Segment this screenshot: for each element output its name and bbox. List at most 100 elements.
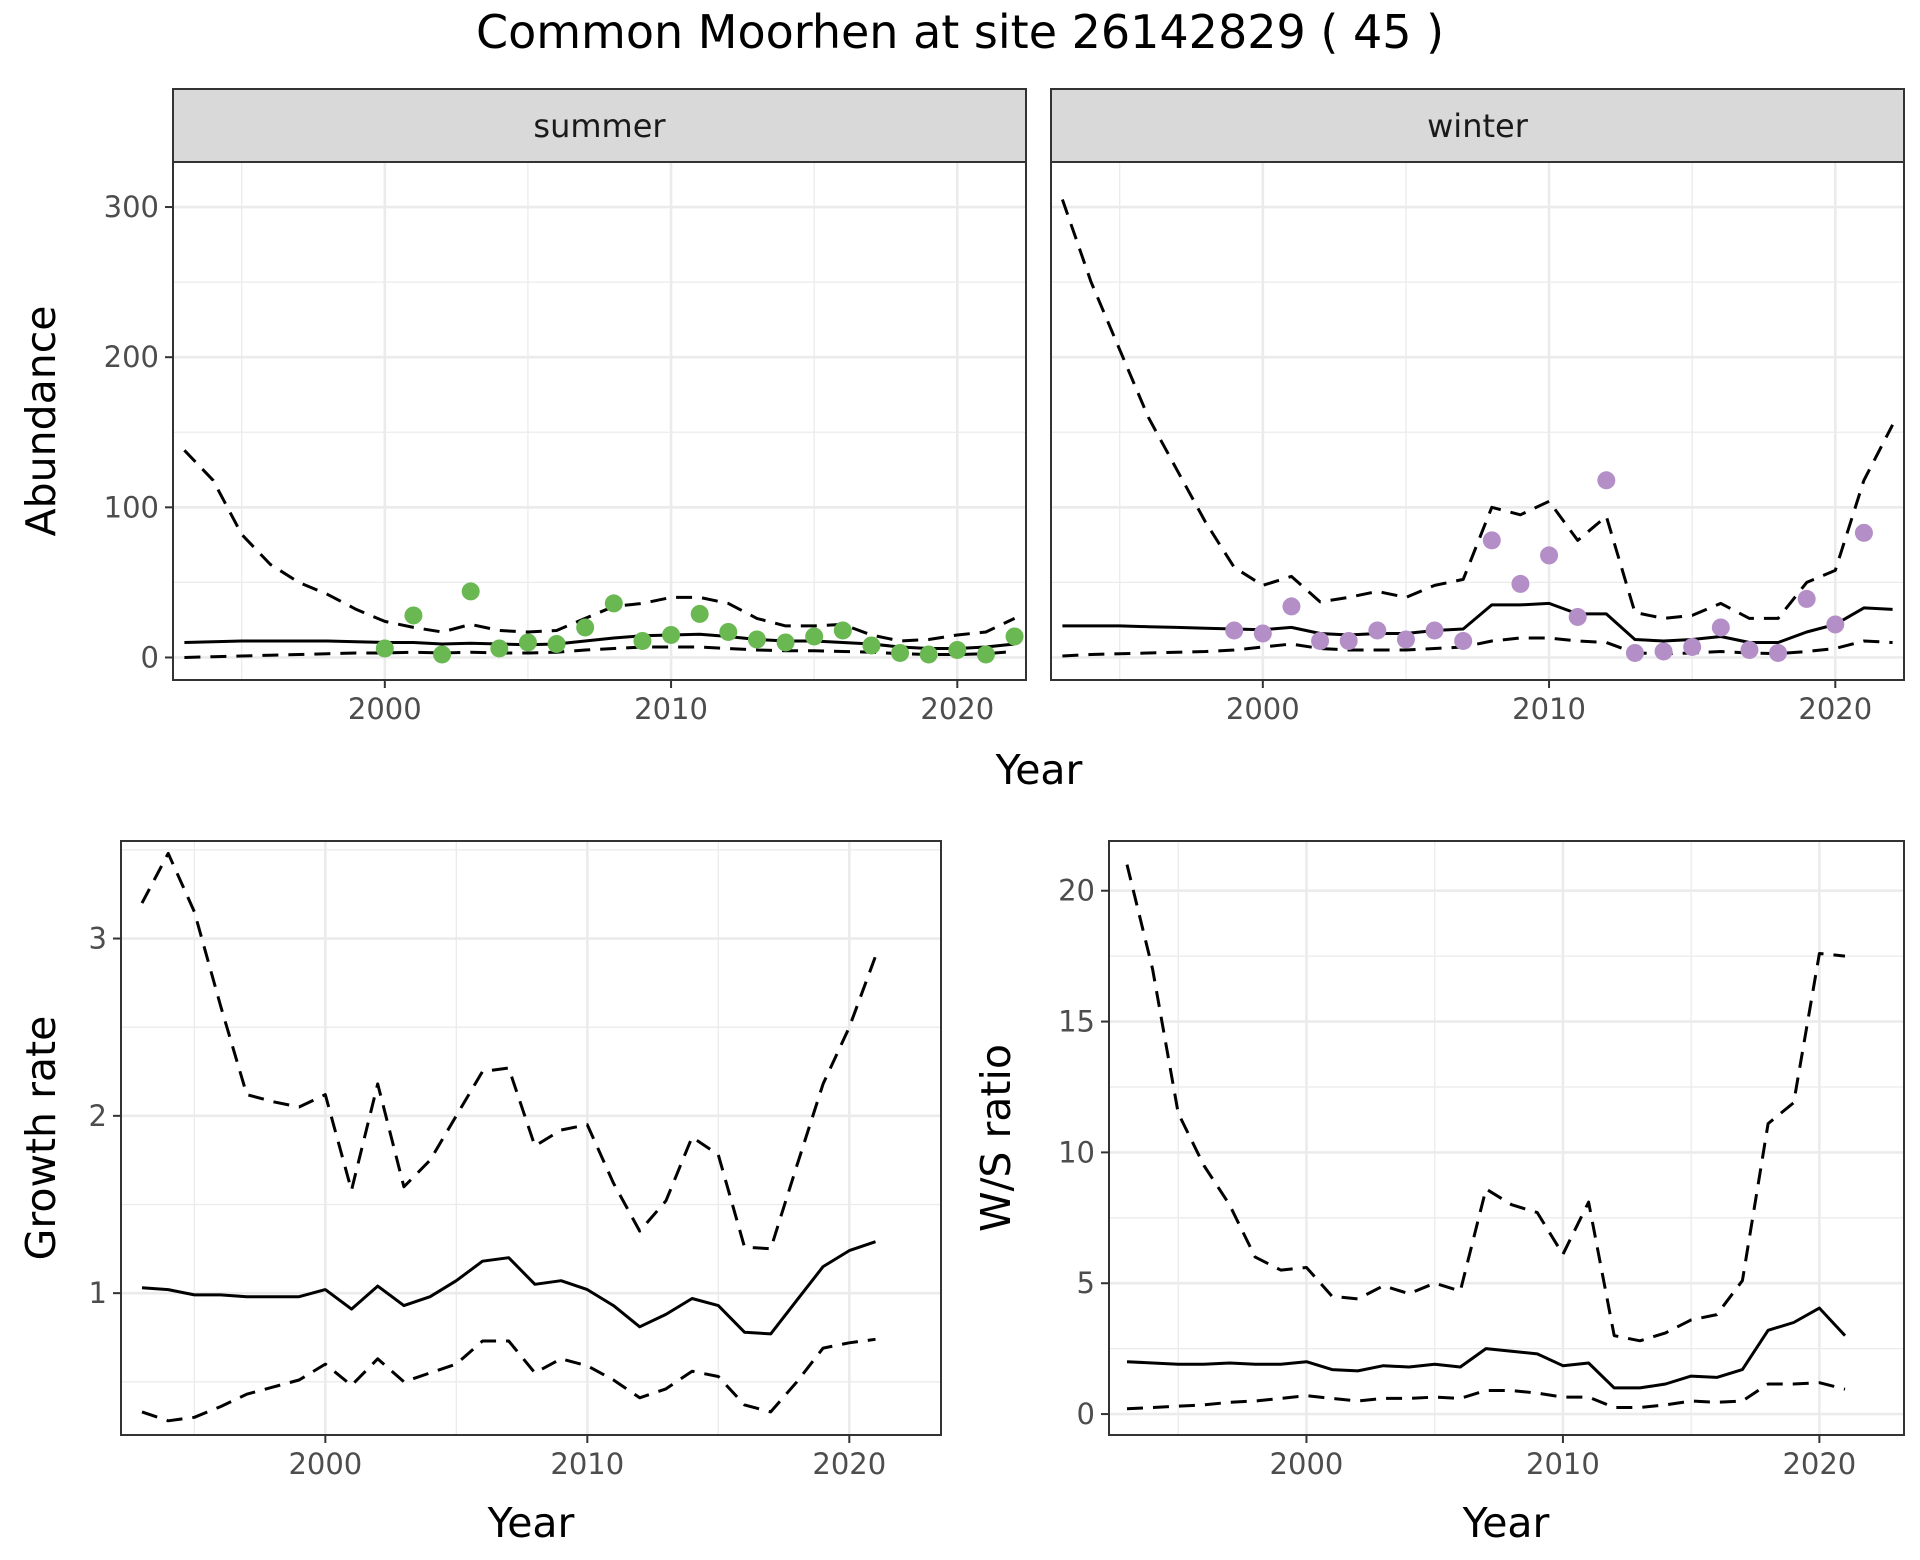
winter-x-tick-label: 2020 [1798, 692, 1872, 726]
growth-panel: 2000 2010 2020 1 2 3 [89, 840, 942, 1481]
summer-observed-point [404, 606, 423, 625]
winter-observed-point [1282, 597, 1301, 616]
top-x-axis-title: Year [995, 746, 1083, 794]
winter-observed-point [1253, 624, 1272, 643]
summer-observed-point [891, 643, 910, 662]
winter-observed-point [1311, 631, 1330, 650]
winter-panel: winter 2000 2010 2020 [1050, 88, 1905, 726]
winter-observed-point [1854, 523, 1873, 542]
ratio-x-tick-label: 2000 [1270, 1447, 1344, 1481]
winter-gridlines [1051, 162, 1904, 680]
ratio-ticks: 2000 2010 2020 0 5 10 15 20 [1058, 874, 1856, 1481]
winter-observed-point [1769, 643, 1788, 662]
summer-observed-point [862, 636, 881, 655]
growth-upper-line [140, 851, 877, 1251]
summer-x-tick-label: 2020 [920, 692, 994, 726]
ratio-panel-border [1108, 840, 1905, 1436]
summer-observed-point [747, 630, 766, 649]
winter-plot [1060, 199, 1894, 662]
winter-observed-point [1425, 621, 1444, 640]
winter-observed-point [1797, 589, 1816, 608]
summer-lower-line [184, 645, 1015, 659]
winter-observed-point [1740, 640, 1759, 659]
ratio-estimate-line [1126, 1306, 1847, 1390]
winter-observed-point [1511, 574, 1530, 593]
ratio-x-tick-label: 2010 [1526, 1447, 1600, 1481]
winter-observed-point [1654, 642, 1673, 661]
winter-x-tick-label: 2010 [1512, 692, 1586, 726]
summer-observed-point [776, 633, 795, 652]
summer-ticks: 2000 2010 2020 0 100 200 300 [104, 190, 995, 726]
summer-observed-point [690, 604, 709, 623]
summer-x-tick-label: 2010 [634, 692, 708, 726]
summer-y-tick-label: 300 [104, 190, 159, 224]
winter-observed-point [1568, 607, 1587, 626]
summer-observed-point [805, 627, 824, 646]
growth-x-tick-label: 2010 [550, 1447, 624, 1481]
winter-x-tick-label: 2000 [1226, 692, 1300, 726]
summer-observed-point [919, 645, 938, 664]
winter-observed-point [1826, 615, 1845, 634]
growth-panel-border [120, 840, 942, 1436]
summer-panel: summer 2000 2010 2020 0 100 200 300 [104, 88, 1027, 726]
growth-estimate-line [141, 1240, 876, 1336]
summer-observed-point [948, 640, 967, 659]
summer-y-tick-label: 200 [104, 340, 159, 374]
growth-x-axis-title: Year [487, 1499, 575, 1547]
summer-x-tick-label: 2000 [348, 692, 422, 726]
growth-axis-title: Growth rate [17, 1016, 65, 1261]
growth-lower-line [141, 1337, 876, 1423]
winter-strip [1050, 88, 1905, 163]
ratio-y-tick-label: 20 [1058, 874, 1095, 908]
ratio-y-tick-label: 15 [1058, 1005, 1095, 1039]
winter-observed-point [1482, 531, 1501, 550]
winter-observed-point [1396, 630, 1415, 649]
ratio-panel: 2000 2010 2020 0 5 10 15 20 [1058, 840, 1905, 1481]
summer-panel-border [172, 161, 1027, 681]
ratio-plot [1125, 864, 1847, 1411]
chart-title: Common Moorhen at site 26142829 ( 45 ) [476, 5, 1444, 59]
summer-observed-point [461, 582, 480, 601]
winter-observed-point [1225, 621, 1244, 640]
summer-observed-point [604, 594, 623, 613]
winter-observed-point [1597, 471, 1616, 490]
winter-ticks: 2000 2010 2020 [1226, 680, 1872, 726]
ratio-upper-line [1125, 864, 1846, 1343]
ratio-y-tick-label: 0 [1077, 1397, 1095, 1431]
summer-observed-point [633, 631, 652, 650]
ratio-gridlines [1109, 841, 1904, 1435]
winter-upper-line [1060, 199, 1894, 620]
winter-observed-point [1683, 637, 1702, 656]
summer-observed-point [375, 639, 394, 658]
growth-x-tick-label: 2020 [812, 1447, 886, 1481]
ratio-y-tick-label: 10 [1058, 1135, 1095, 1169]
summer-observed-point [833, 621, 852, 640]
growth-gridlines [121, 841, 941, 1435]
summer-observed-point [490, 639, 509, 658]
summer-observed-point [662, 625, 681, 644]
ratio-y-tick-label: 5 [1077, 1266, 1095, 1300]
winter-strip-label: winter [1427, 107, 1529, 145]
summer-observed-point [547, 634, 566, 653]
summer-strip [172, 88, 1027, 163]
winter-observed-point [1368, 621, 1387, 640]
growth-y-tick-label: 3 [89, 922, 107, 956]
abundance-axis-title: Abundance [17, 306, 65, 537]
summer-gridlines [173, 162, 1026, 680]
ratio-lower-line [1126, 1381, 1846, 1411]
winter-observed-point [1625, 643, 1644, 662]
summer-observed-point [433, 645, 452, 664]
summer-observed-point [518, 633, 537, 652]
summer-observed-point [719, 622, 738, 641]
growth-x-tick-label: 2000 [288, 1447, 362, 1481]
summer-y-tick-label: 0 [141, 640, 159, 674]
winter-observed-point [1711, 618, 1730, 637]
winter-panel-border [1050, 161, 1905, 681]
winter-observed-point [1339, 631, 1358, 650]
ratio-x-axis-title: Year [1462, 1499, 1550, 1547]
ratio-x-tick-label: 2020 [1782, 1447, 1856, 1481]
summer-plot [183, 449, 1024, 664]
winter-lower-line [1062, 636, 1893, 658]
growth-y-tick-label: 2 [89, 1099, 107, 1133]
